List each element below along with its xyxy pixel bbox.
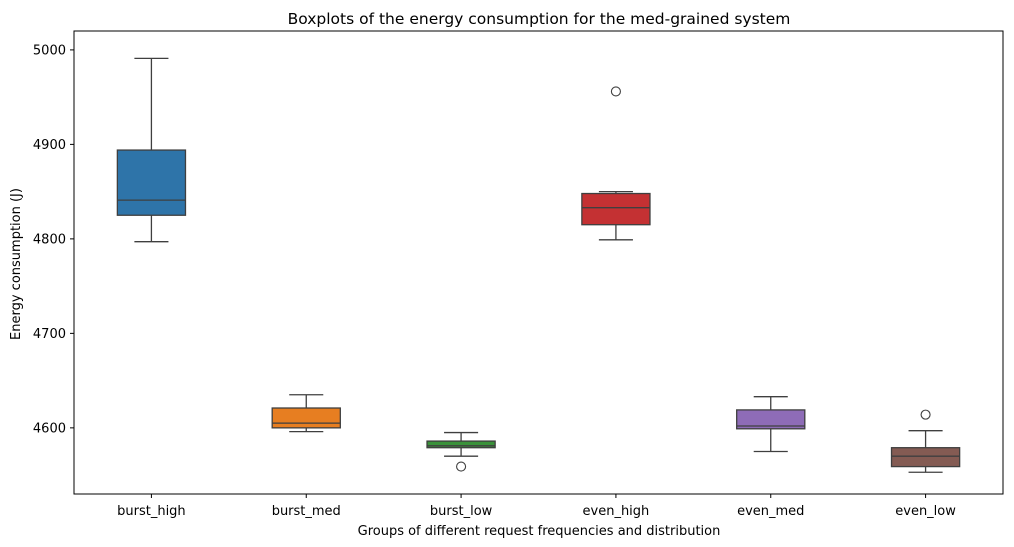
box-burst_low xyxy=(426,440,496,449)
x-axis-title: Groups of different request frequencies … xyxy=(358,524,721,539)
box-even_med xyxy=(736,409,806,430)
x-tick-label: burst_low xyxy=(430,504,493,519)
box-even_low xyxy=(890,447,961,468)
outlier-point xyxy=(920,409,931,420)
y-axis-title: Energy consumption (J) xyxy=(9,188,24,340)
y-tick-label: 4600 xyxy=(33,421,66,436)
x-tick-label: burst_med xyxy=(272,504,341,519)
x-tick-label: burst_high xyxy=(117,504,186,519)
plot-frame xyxy=(73,30,1004,495)
box-burst_med xyxy=(271,407,341,429)
outlier-point xyxy=(610,86,621,97)
chart-title: Boxplots of the energy consumption for t… xyxy=(288,10,791,28)
box-even_high xyxy=(581,192,651,226)
x-tick-label: even_med xyxy=(737,504,804,519)
y-tick-label: 4700 xyxy=(33,327,66,342)
plot-area: 4600 4700 4800 4900 5000 burst_high burst_med b… xyxy=(33,30,1004,519)
y-tick-label: 4800 xyxy=(33,232,66,247)
y-tick-label: 4900 xyxy=(33,138,66,153)
box-burst_high xyxy=(116,149,187,216)
x-tick-label: even_low xyxy=(895,504,956,519)
y-tick-label: 5000 xyxy=(33,43,66,58)
x-tick-label: even_high xyxy=(583,504,650,519)
outlier-point xyxy=(456,461,467,472)
